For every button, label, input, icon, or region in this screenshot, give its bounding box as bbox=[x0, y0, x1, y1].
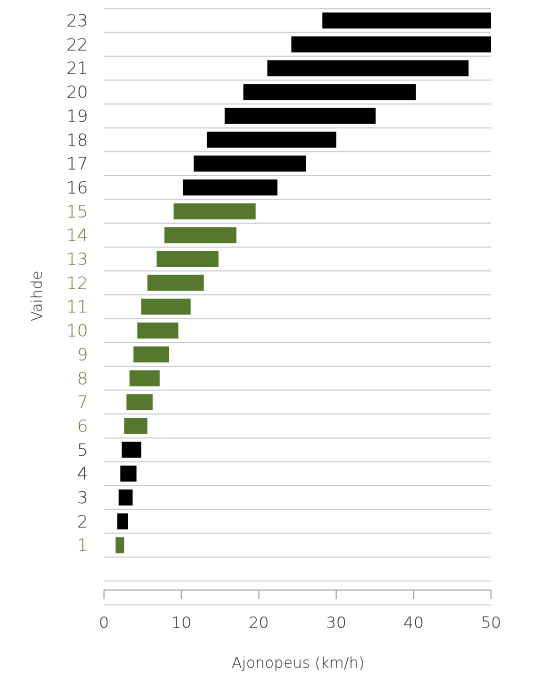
bar-gear-6 bbox=[124, 417, 148, 434]
y-tick-label: 16 bbox=[66, 178, 88, 198]
y-tick-label: 3 bbox=[77, 489, 88, 509]
x-tick-label: 40 bbox=[403, 613, 423, 632]
y-tick-label: 13 bbox=[66, 250, 88, 270]
bar-gear-13 bbox=[156, 251, 219, 267]
bar-gear-4 bbox=[120, 465, 137, 482]
y-tick-label: 8 bbox=[77, 369, 88, 389]
y-tick-label: 10 bbox=[66, 322, 88, 342]
y-tick-label: 17 bbox=[66, 155, 88, 175]
y-tick-label: 4 bbox=[77, 465, 88, 485]
x-tick-label: 10 bbox=[171, 613, 191, 632]
bar-gear-10 bbox=[137, 322, 179, 339]
y-tick-label: 21 bbox=[66, 59, 88, 79]
y-tick-label: 12 bbox=[66, 274, 88, 294]
y-tick-label: 18 bbox=[66, 131, 88, 151]
y-tick-label: 23 bbox=[66, 12, 88, 32]
y-tick-label: 2 bbox=[77, 512, 88, 532]
bar-gear-5 bbox=[121, 441, 142, 458]
bar-gear-21 bbox=[267, 60, 469, 77]
x-axis-label: Ajonopeus (km/h) bbox=[232, 654, 365, 672]
bar-gear-11 bbox=[141, 298, 191, 315]
bar-gear-17 bbox=[193, 155, 307, 172]
bar-gear-3 bbox=[118, 489, 133, 506]
y-tick-label: 20 bbox=[66, 83, 88, 103]
bar-gear-7 bbox=[126, 394, 153, 411]
bar-gear-1 bbox=[115, 537, 125, 554]
bar-gear-14 bbox=[164, 227, 237, 244]
y-tick-label: 22 bbox=[66, 35, 88, 55]
y-axis-label: Vaihde bbox=[28, 271, 46, 322]
y-tick-label: 14 bbox=[66, 226, 88, 246]
x-axis: 0 10 20 30 40 50 bbox=[99, 589, 501, 632]
bar-gear-2 bbox=[117, 513, 128, 530]
x-tick-label: 20 bbox=[249, 613, 269, 632]
x-tick-label: 50 bbox=[481, 613, 501, 632]
y-tick-label: 1 bbox=[77, 536, 88, 556]
bar-gear-23 bbox=[322, 12, 491, 29]
bar-group bbox=[115, 12, 491, 554]
x-tick-label: 30 bbox=[326, 613, 346, 632]
y-tick-label: 5 bbox=[77, 441, 88, 461]
bar-gear-22 bbox=[291, 36, 491, 53]
y-tick-label: 19 bbox=[66, 107, 88, 127]
bar-gear-19 bbox=[224, 107, 376, 124]
bar-gear-18 bbox=[206, 131, 337, 148]
x-tick-label: 0 bbox=[99, 613, 109, 632]
y-tick-label: 11 bbox=[66, 298, 88, 318]
y-tick-label: 9 bbox=[77, 345, 88, 365]
bar-gear-16 bbox=[182, 179, 278, 196]
y-tick-label: 15 bbox=[66, 202, 88, 222]
gridlines bbox=[104, 8, 491, 606]
bar-gear-15 bbox=[173, 203, 256, 220]
y-tick-label: 6 bbox=[77, 417, 88, 437]
bar-gear-9 bbox=[133, 346, 170, 363]
y-tick-label: 7 bbox=[77, 393, 88, 413]
bar-gear-12 bbox=[147, 274, 204, 291]
bar-gear-20 bbox=[243, 84, 416, 101]
bar-gear-8 bbox=[129, 370, 160, 387]
